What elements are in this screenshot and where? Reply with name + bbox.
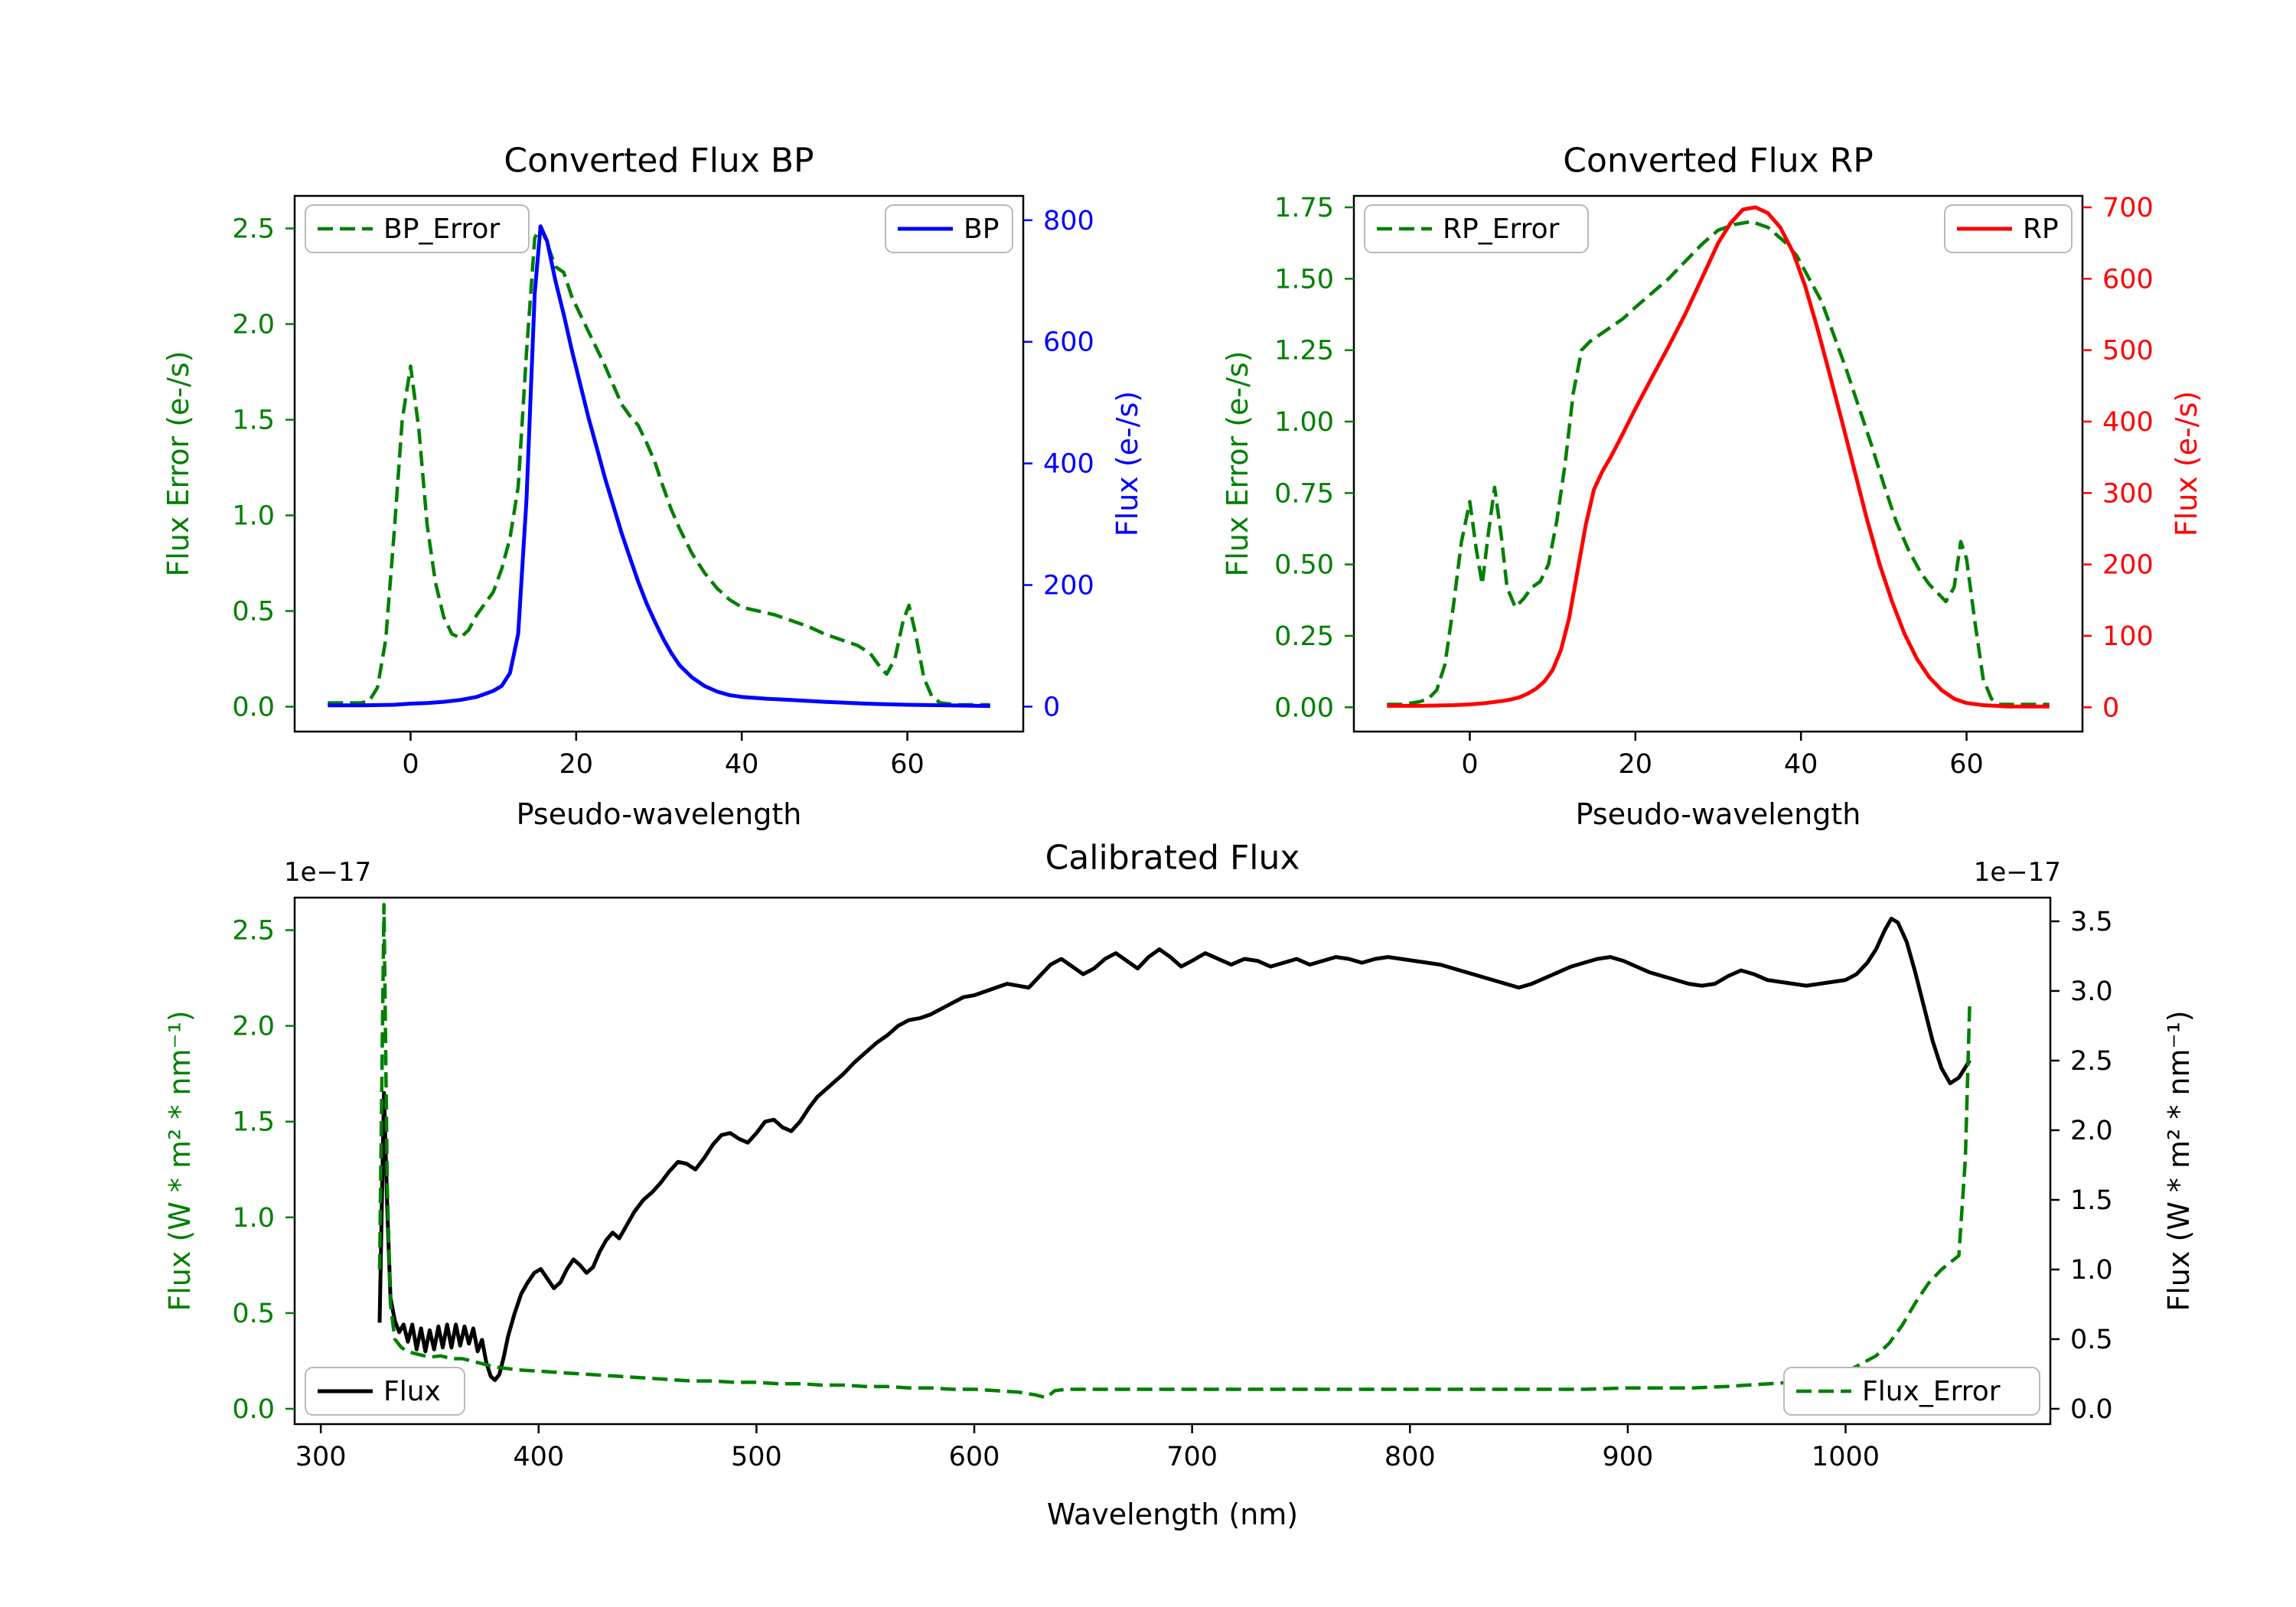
- x-tick-label: 0: [402, 749, 419, 780]
- y-tick-label-right: 200: [1043, 571, 1094, 601]
- chart-rp-title: Converted Flux RP: [1563, 141, 1874, 181]
- chart-calibrated-xlabel: Wavelength (nm): [1046, 1498, 1299, 1531]
- y-tick-label-left: 2.0: [232, 310, 275, 341]
- y-tick-label-left: 0.50: [1274, 550, 1334, 581]
- y-tick-label-right: 600: [2102, 264, 2154, 295]
- legend-Flux_Error: Flux_Error: [1783, 1367, 2040, 1416]
- x-tick-label: 60: [890, 749, 925, 780]
- y-tick-label-left: 2.5: [232, 214, 275, 245]
- y-tick-label-left: 1.00: [1274, 407, 1334, 438]
- legend-BP_Error: BP_Error: [305, 204, 530, 253]
- chart-calibrated-right-ylabel: Flux (W * m² * nm⁻¹): [2162, 1010, 2196, 1312]
- y-tick-label-left: 1.75: [1274, 193, 1334, 223]
- chart-calibrated-title: Calibrated Flux: [1045, 838, 1300, 878]
- y-tick-label-left: 0.5: [232, 597, 275, 627]
- legend-label: BP: [964, 214, 999, 245]
- y-tick-label-right: 1.0: [2070, 1255, 2113, 1286]
- legend-Flux: Flux: [305, 1367, 465, 1416]
- y-tick-label-left: 1.0: [232, 501, 275, 532]
- series-line-BP_Error: [328, 224, 990, 707]
- y-tick-label-right: 2.5: [2070, 1046, 2113, 1077]
- axis-offset-text-left: 1e−17: [284, 857, 371, 888]
- y-tick-label-left: 1.5: [232, 406, 275, 436]
- x-tick-label: 900: [1602, 1442, 1653, 1472]
- series-line-Flux_Error: [377, 902, 1971, 1400]
- axes-frame: [293, 194, 1025, 733]
- y-tick-label-left: 0.25: [1274, 621, 1334, 652]
- y-tick-label-left: 2.0: [232, 1012, 275, 1042]
- legend-BP: BP: [885, 204, 1013, 253]
- x-tick-label: 60: [1949, 749, 1984, 780]
- series-line-RP_Error: [1387, 220, 2050, 706]
- y-tick-label-left: 0.0: [232, 1394, 275, 1425]
- chart-bp-left-ylabel: Flux Error (e-/s): [161, 350, 195, 577]
- x-tick-label: 20: [559, 749, 594, 780]
- legend-label: RP_Error: [1443, 214, 1560, 245]
- series-line-RP: [1387, 205, 2050, 709]
- chart-bp-title: Converted Flux BP: [504, 141, 814, 181]
- y-tick-label-right: 1.5: [2070, 1185, 2113, 1216]
- y-tick-label-right: 100: [2102, 621, 2154, 652]
- x-tick-label: 300: [295, 1442, 347, 1472]
- chart-bp-right-ylabel: Flux (e-/s): [1110, 390, 1144, 537]
- x-tick-label: 600: [949, 1442, 1000, 1472]
- y-tick-label-right: 0: [2102, 693, 2119, 723]
- y-tick-label-right: 400: [1043, 449, 1094, 480]
- y-tick-label-right: 700: [2102, 193, 2154, 223]
- y-tick-label-left: 1.0: [232, 1203, 275, 1234]
- y-tick-label-right: 0.5: [2070, 1325, 2113, 1355]
- x-tick-label: 0: [1461, 749, 1478, 780]
- y-tick-label-left: 0.5: [232, 1299, 275, 1329]
- axes-frame: [293, 896, 2052, 1426]
- y-tick-label-right: 800: [1043, 206, 1094, 236]
- x-tick-label: 700: [1166, 1442, 1218, 1472]
- axis-offset-text-right: 1e−17: [1974, 857, 2061, 888]
- chart-rp-right-ylabel: Flux (e-/s): [2170, 390, 2203, 537]
- legend-RP: RP: [1944, 204, 2073, 253]
- y-tick-label-left: 0.00: [1274, 693, 1334, 723]
- y-tick-label-right: 2.0: [2070, 1116, 2113, 1146]
- legend-label: Flux_Error: [1862, 1376, 2001, 1407]
- axes-frame: [1352, 194, 2084, 733]
- series-line-BP: [328, 224, 990, 709]
- chart-calibrated-plot-area: 300 400 500 600 700 800 900 1000 0.0 0.5 1.0 1.5 2.0…: [232, 857, 2112, 1472]
- chart-bp-plot-area: 0 20 40 60 0.0 0.5 1.0 1.5 2.0 2.5 0 200 400 600 800 BP…: [232, 194, 1094, 780]
- chart-rp-left-ylabel: Flux Error (e-/s): [1221, 350, 1254, 577]
- x-tick-label: 400: [513, 1442, 564, 1472]
- series-line-Flux: [377, 917, 1971, 1382]
- legend-label: Flux: [383, 1376, 441, 1407]
- x-tick-label: 500: [731, 1442, 782, 1472]
- legend-label: BP_Error: [383, 214, 500, 245]
- y-tick-label-left: 2.5: [232, 916, 275, 947]
- y-tick-label-right: 3.0: [2070, 976, 2113, 1007]
- y-tick-label-right: 500: [2102, 336, 2154, 367]
- legend-RP_Error: RP_Error: [1364, 204, 1589, 253]
- y-tick-label-right: 300: [2102, 478, 2154, 509]
- y-tick-label-left: 1.25: [1274, 336, 1334, 367]
- y-tick-label-right: 3.5: [2070, 907, 2113, 937]
- x-tick-label: 20: [1619, 749, 1653, 780]
- y-tick-label-left: 1.5: [232, 1107, 275, 1138]
- x-tick-label: 40: [725, 749, 759, 780]
- chart-rp-plot-area: 0 20 40 60 0.00 0.25 0.50 0.75 1.00 1.25 1.50 1.75 0…: [1274, 193, 2154, 780]
- y-tick-label-left: 0.0: [232, 693, 275, 723]
- y-tick-label-left: 1.50: [1274, 264, 1334, 295]
- x-tick-label: 1000: [1812, 1442, 1880, 1472]
- y-tick-label-left: 0.75: [1274, 478, 1334, 509]
- chart-bp-xlabel: Pseudo-wavelength: [516, 797, 802, 831]
- chart-calibrated-left-ylabel: Flux (W * m² * nm⁻¹): [163, 1010, 197, 1312]
- x-tick-label: 800: [1384, 1442, 1436, 1472]
- y-tick-label-right: 400: [2102, 407, 2154, 438]
- legend-label: RP: [2023, 214, 2059, 245]
- chart-rp-xlabel: Pseudo-wavelength: [1575, 797, 1861, 831]
- y-tick-label-right: 0: [1043, 692, 1060, 722]
- y-tick-label-right: 600: [1043, 328, 1094, 358]
- y-tick-label-right: 0.0: [2070, 1394, 2113, 1425]
- x-tick-label: 40: [1784, 749, 1818, 780]
- y-tick-label-right: 200: [2102, 550, 2154, 581]
